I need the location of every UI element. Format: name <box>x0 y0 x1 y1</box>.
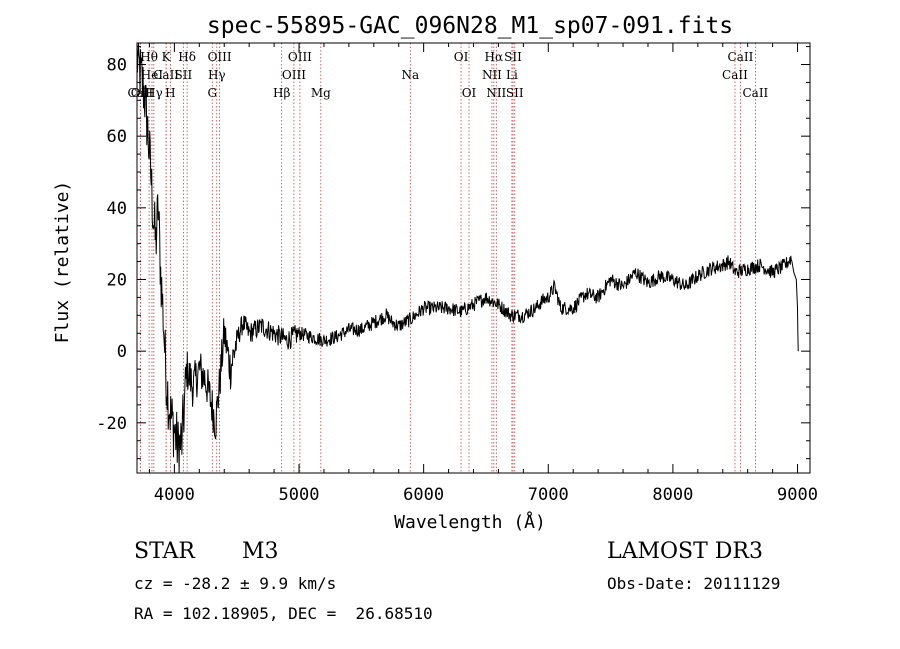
axis-ticks-layer: 4000 5000 6000 7000 8000 9000 -20 0 20 40 60 80 <box>96 43 818 505</box>
survey-name: LAMOST DR3 <box>607 539 763 564</box>
spectral-line-label: Mg <box>311 86 331 100</box>
spectral-line-label: Hθ <box>140 50 158 64</box>
spectral-line-label: OI <box>454 50 469 64</box>
spectral-line-label: Hδ <box>178 50 196 64</box>
spectral-line-label: CaII <box>728 50 754 64</box>
spectral-line-label: CaII <box>153 68 179 82</box>
y-tick-label: 40 <box>107 199 127 219</box>
spectral-line-label: Hα <box>485 50 504 64</box>
obs-date: Obs-Date: 20111129 <box>607 574 781 593</box>
x-tick-label: 8000 <box>652 485 693 505</box>
spectral-line-label: Hγ <box>208 68 226 82</box>
spectral-line-label: HeI <box>141 68 164 82</box>
spectral-line-label: H <box>165 86 175 100</box>
spectral-line-label: CaII <box>742 86 768 100</box>
x-tick-label: 6000 <box>403 485 444 505</box>
chart-title: spec-55895-GAC_096N28_M1_sp07-091.fits <box>207 13 733 39</box>
plot-frame <box>136 42 811 474</box>
spectrum-series-line <box>136 42 799 474</box>
spectral-line-label: SII <box>506 86 524 100</box>
spectral-line-label: OIII <box>288 50 312 64</box>
x-tick-label: 9000 <box>777 485 818 505</box>
spectral-line-label: OIII <box>282 68 306 82</box>
x-tick-label: 5000 <box>279 485 320 505</box>
x-tick-label: 4000 <box>154 485 195 505</box>
spectral-line-label: K <box>162 50 172 64</box>
spectral-line-label: CaII <box>127 86 153 100</box>
spectral-line-label: NII <box>486 86 506 100</box>
y-tick-label: 80 <box>107 56 127 76</box>
spectrum-layer <box>136 42 799 474</box>
object-subclass: M3 <box>242 539 279 564</box>
redshift-readout: cz = -28.2 ± 9.9 km/s <box>134 574 337 593</box>
x-axis-label: Wavelength (Å) <box>394 511 546 533</box>
spectral-line-label: OI <box>462 86 477 100</box>
y-tick-label: -20 <box>96 414 127 434</box>
object-class: STAR <box>134 539 195 564</box>
y-tick-label: 20 <box>107 271 127 291</box>
spectral-line-label: NII <box>482 68 502 82</box>
spectral-line-label: CaII <box>722 68 748 82</box>
x-tick-label: 7000 <box>528 485 569 505</box>
y-axis-label: Flux (relative) <box>52 181 73 344</box>
spectral-line-label: Hγ <box>145 86 163 100</box>
y-tick-label: 60 <box>107 127 127 147</box>
spectral-lines-layer <box>139 43 756 473</box>
coordinates: RA = 102.18905, DEC = 26.68510 <box>134 604 433 623</box>
spectral-line-label: Hβ <box>273 86 290 100</box>
spectral-line-label: SII <box>175 68 193 82</box>
spectral-line-label: OIII <box>208 50 232 64</box>
spectral-line-label: G <box>207 86 217 100</box>
y-tick-label: 0 <box>117 342 127 362</box>
spectral-line-label: Na <box>401 68 419 82</box>
spectral-line-label: SII <box>504 50 522 64</box>
spectral-line-label: Li <box>506 68 518 82</box>
